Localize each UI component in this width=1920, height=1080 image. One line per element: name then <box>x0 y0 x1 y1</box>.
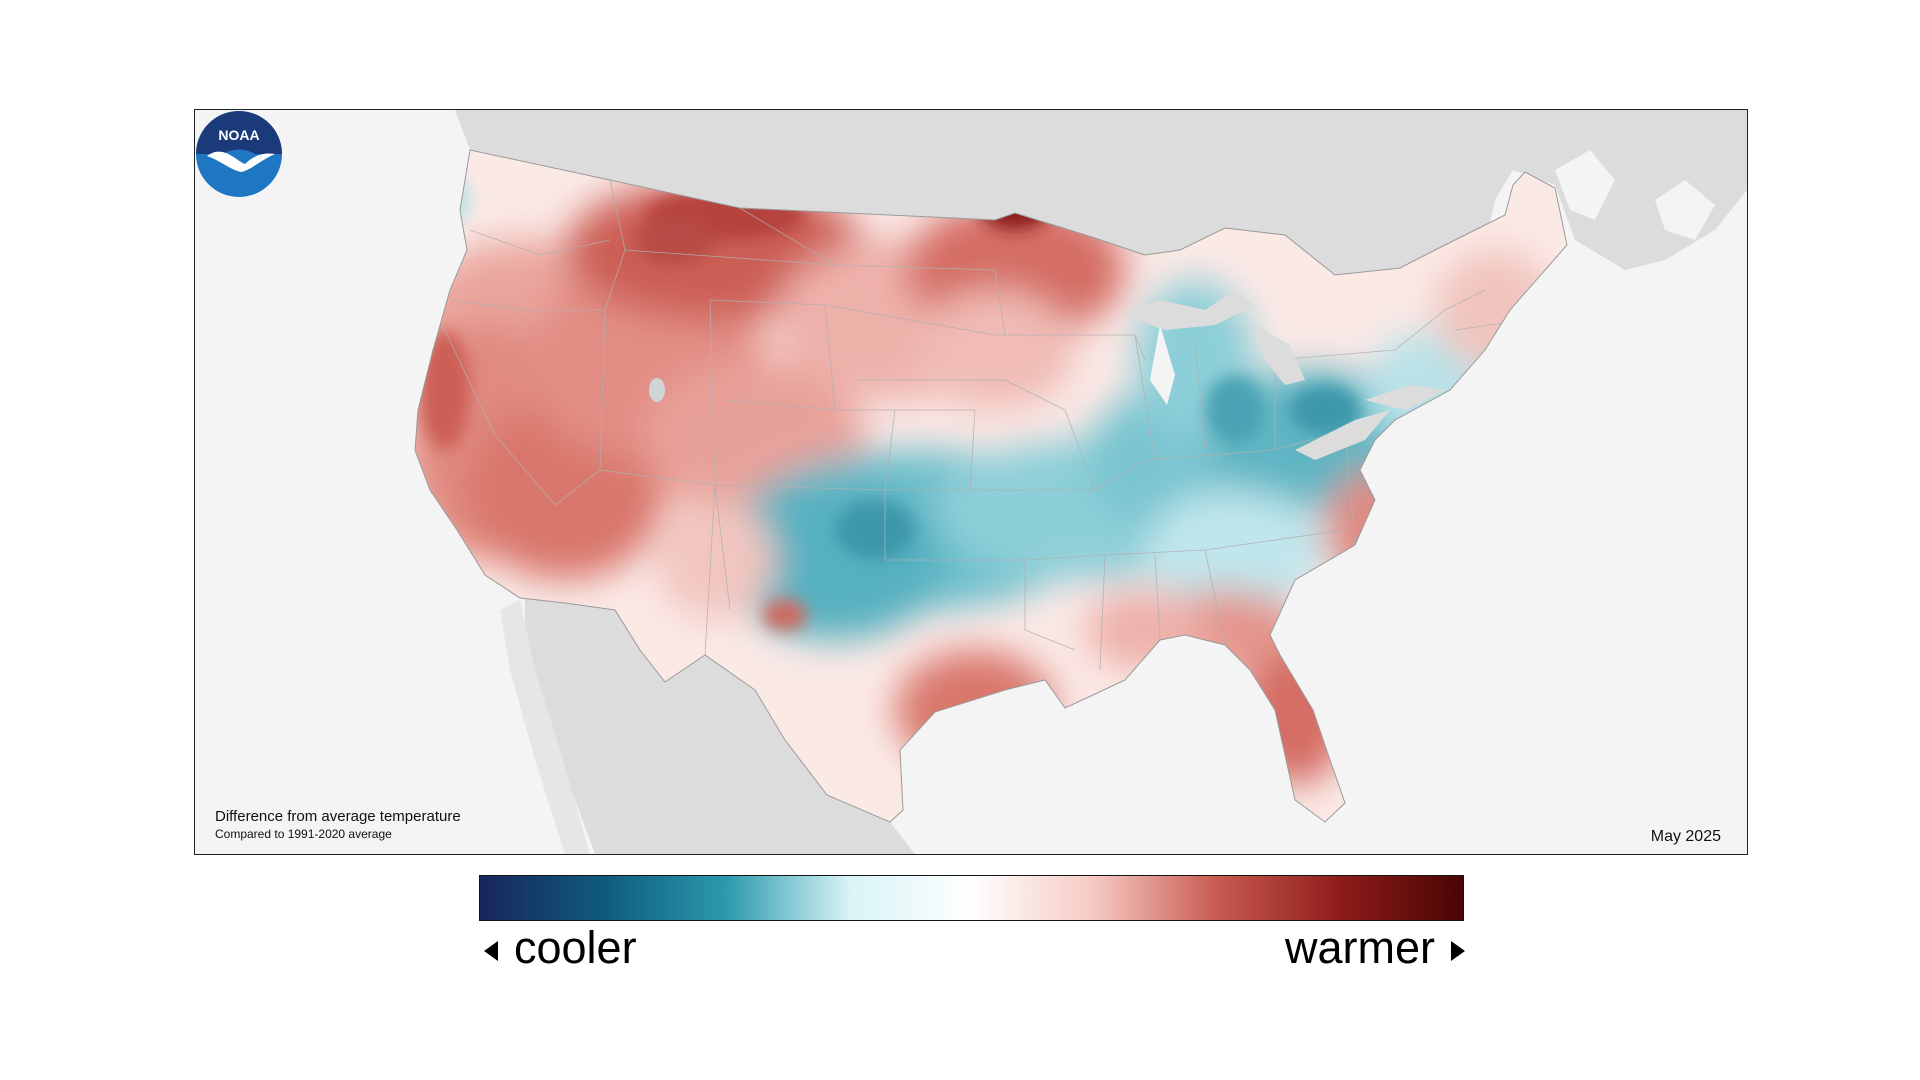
legend-warmer: warmer <box>1285 920 1465 976</box>
caption-subtitle: Compared to 1991-2020 average <box>215 827 392 841</box>
us-outline <box>414 149 1568 823</box>
map-caption: Difference from average temperature Comp… <box>215 807 461 842</box>
legend-warm-label: warmer <box>1284 922 1435 973</box>
temperature-anomaly-map <box>414 110 1747 854</box>
map-panel: Difference from average temperature Comp… <box>194 109 1748 855</box>
arrow-left-icon <box>484 941 498 962</box>
great-lakes <box>649 290 1445 460</box>
noaa-logo: NOAA <box>196 111 282 197</box>
logo-text: NOAA <box>218 127 259 143</box>
surrounding-land <box>455 110 1747 854</box>
color-scale-bar <box>479 875 1464 921</box>
anomaly-field <box>415 150 1567 822</box>
arrow-right-icon <box>1451 941 1465 962</box>
legend-cooler: cooler <box>484 920 637 976</box>
date-label: May 2025 <box>1650 828 1721 845</box>
legend-cool-label: cooler <box>514 922 637 973</box>
caption-title: Difference from average temperature <box>215 808 461 825</box>
